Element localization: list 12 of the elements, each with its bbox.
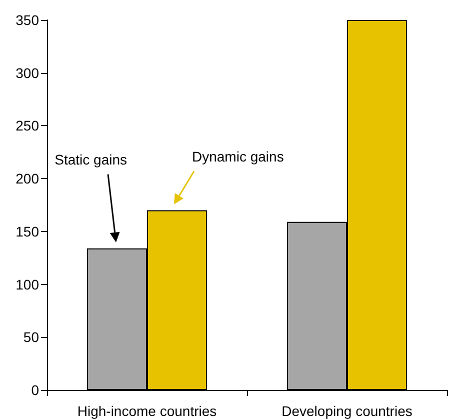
y-tick-label: 300 xyxy=(16,64,40,81)
y-tick-label: 100 xyxy=(16,276,40,292)
annotation: Dynamic gains xyxy=(192,148,284,164)
y-tick-label: 150 xyxy=(16,223,40,240)
y-tick-label: 0 xyxy=(31,382,40,398)
y-tick-label: 200 xyxy=(16,170,40,187)
y-tick-label: 250 xyxy=(16,118,40,134)
y-tick-label: 350 xyxy=(16,12,40,28)
y-tick-label: 50 xyxy=(23,329,40,346)
annotation: Static gains xyxy=(54,151,127,168)
x-tick-label: High-income countries xyxy=(77,403,217,419)
x-tick-label: Developing countries xyxy=(282,403,412,419)
